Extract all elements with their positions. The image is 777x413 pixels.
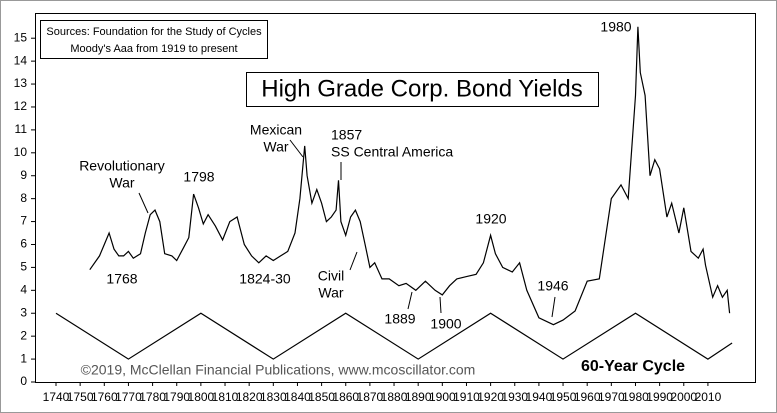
y-tick-label: 2 xyxy=(20,328,27,342)
annotation: War xyxy=(109,175,134,191)
x-tick-label: 1830 xyxy=(260,390,287,404)
x-tick-label: 1820 xyxy=(236,390,263,404)
x-tick-label: 1900 xyxy=(429,390,456,404)
y-tick-label: 1 xyxy=(20,351,27,365)
annotation: SS Central America xyxy=(331,144,453,160)
annotation: War xyxy=(263,139,288,155)
pointer xyxy=(551,296,556,318)
x-tick-label: 1750 xyxy=(67,390,94,404)
annotation: Mexican xyxy=(250,122,302,138)
x-tick-label: 1800 xyxy=(188,390,215,404)
annotation: 1768 xyxy=(106,271,137,287)
x-tick-label: 1870 xyxy=(357,390,384,404)
annotation: 1946 xyxy=(537,278,568,294)
y-tick-label: 14 xyxy=(14,53,28,67)
y-tick-label: 9 xyxy=(20,168,27,182)
annotation: War xyxy=(318,285,343,301)
x-tick-label: 1790 xyxy=(163,390,190,404)
annotation: 1798 xyxy=(183,169,214,185)
x-tick-label: 1910 xyxy=(453,390,480,404)
title-box xyxy=(246,72,599,107)
y-tick-label: 6 xyxy=(20,237,27,251)
x-tick-label: 1930 xyxy=(501,390,528,404)
annotation: 1889 xyxy=(384,311,415,327)
annotation: Civil xyxy=(318,268,344,284)
x-tick-label: 2010 xyxy=(695,390,722,404)
y-tick-label: 15 xyxy=(14,30,28,44)
sources-box xyxy=(40,20,268,59)
annotation: 1920 xyxy=(475,211,506,227)
x-tick-label: 1810 xyxy=(212,390,239,404)
x-tick-label: 1760 xyxy=(91,390,118,404)
series-label: 60-Year Cycle xyxy=(581,358,685,375)
pointer xyxy=(289,139,304,158)
y-tick-label: 4 xyxy=(20,282,27,296)
x-tick-label: 1850 xyxy=(308,390,335,404)
y-tick-label: 7 xyxy=(20,214,27,228)
annotation: 1824-30 xyxy=(239,271,291,287)
x-tick-label: 1770 xyxy=(115,390,142,404)
x-tick-label: 1960 xyxy=(574,390,601,404)
y-tick-label: 10 xyxy=(14,145,28,159)
y-tick-label: 3 xyxy=(20,305,27,319)
y-tick-label: 8 xyxy=(20,191,27,205)
x-tick-label: 1840 xyxy=(284,390,311,404)
pointer xyxy=(349,251,358,271)
copyright: ©2019, McClellan Financial Publications,… xyxy=(81,362,476,378)
annotation: 1980 xyxy=(600,19,631,35)
series-line xyxy=(55,312,733,360)
x-tick-label: 1940 xyxy=(526,390,553,404)
plot-frame xyxy=(35,13,756,383)
x-tick-label: 1880 xyxy=(381,390,408,404)
y-tick-label: 5 xyxy=(20,260,27,274)
y-tick-label: 11 xyxy=(15,122,28,136)
x-tick-label: 1920 xyxy=(477,390,504,404)
y-tick-label: 0 xyxy=(20,374,27,388)
y-tick-label: 12 xyxy=(14,99,28,113)
y-tick-label: 13 xyxy=(14,76,28,90)
x-tick-label: 2000 xyxy=(670,390,697,404)
x-tick-label: 1860 xyxy=(332,390,359,404)
x-tick-label: 1980 xyxy=(622,390,649,404)
pointers xyxy=(138,139,556,318)
x-tick-label: 1780 xyxy=(139,390,166,404)
annotation: 1857 xyxy=(331,127,362,143)
annotation: Revolutionary xyxy=(79,158,165,174)
series-line xyxy=(89,26,731,326)
x-tick-label: 1950 xyxy=(550,390,577,404)
x-tick-label: 1970 xyxy=(598,390,625,404)
x-tick-label: 1990 xyxy=(646,390,673,404)
source-line: Moody's Aaa from 1919 to present xyxy=(70,43,237,55)
pointer xyxy=(138,192,149,214)
pointer xyxy=(407,291,413,310)
annotation: 1900 xyxy=(430,316,461,332)
chart-title: High Grade Corp. Bond Yields xyxy=(261,75,583,102)
x-tick-label: 1890 xyxy=(405,390,432,404)
source-line: Sources: Foundation for the Study of Cyc… xyxy=(46,26,262,38)
x-tick-label: 1740 xyxy=(43,390,70,404)
pointer xyxy=(439,296,442,314)
